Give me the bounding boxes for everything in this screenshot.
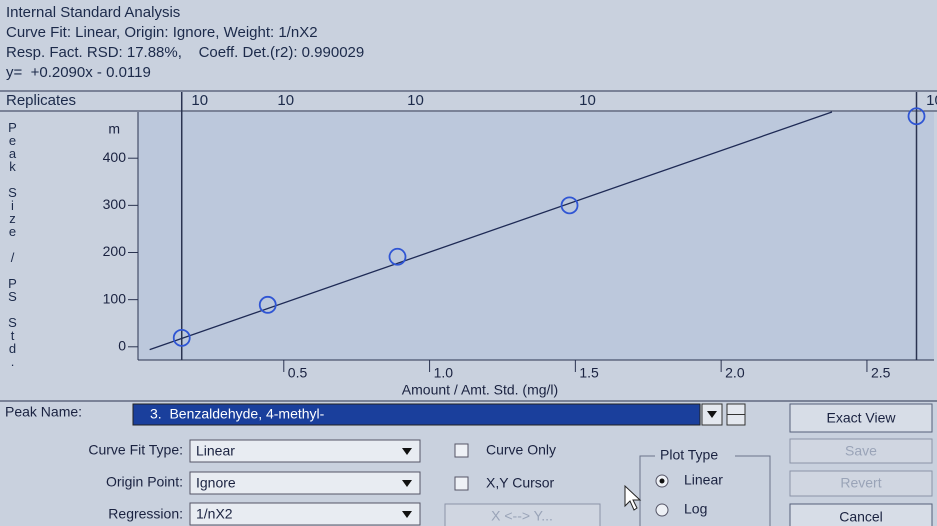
replicates-label: Replicates [6, 92, 76, 109]
radio-label: Linear [684, 472, 723, 488]
combo-arrows [402, 448, 412, 518]
replicate-count: 10 [926, 92, 937, 109]
replicate-count: 10 [191, 92, 208, 109]
checkbox[interactable] [454, 443, 469, 458]
arrow-icon [707, 411, 717, 418]
checkbox[interactable] [454, 476, 469, 491]
checkbox-label: X,Y Cursor [486, 475, 555, 491]
data-point [172, 328, 191, 347]
button[interactable] [789, 470, 933, 497]
swap-button[interactable] [444, 503, 601, 526]
field-label: Curve Fit Type: [88, 442, 183, 458]
group-label: Plot Type [660, 447, 718, 463]
title: Internal Standard Analysis [6, 4, 180, 21]
y-tick-label: 200 [103, 243, 127, 259]
data-point [560, 196, 579, 215]
data-point [258, 295, 277, 314]
arrow-icon [402, 448, 412, 518]
button-label: Save [845, 443, 877, 459]
combo-box[interactable] [189, 502, 421, 526]
peak-name-label: Peak Name: [5, 404, 82, 420]
field-label: Regression: [108, 506, 183, 522]
replicate-count: 10 [579, 92, 596, 109]
x-tick-label: 1.0 [434, 365, 454, 381]
peak-name-select[interactable] [132, 403, 701, 426]
x-axis-label: Amount / Amt. Std. (mg/l) [402, 382, 558, 398]
button-label: Revert [840, 475, 881, 491]
field-label: Origin Point: [106, 474, 183, 490]
mouse-cursor [624, 484, 642, 511]
y-tick-label: 0 [118, 338, 126, 354]
checkbox-label: Curve Only [486, 442, 556, 458]
x-tick-label: 1.5 [579, 365, 599, 381]
field-value: 1/nX2 [196, 506, 233, 522]
combo-box[interactable] [189, 471, 421, 495]
button-label: Cancel [839, 509, 883, 525]
replicate-count: 10 [407, 92, 424, 109]
button[interactable] [789, 403, 933, 433]
data-point [907, 107, 926, 126]
button[interactable] [789, 438, 933, 464]
equation: y= +0.2090x - 0.0119 [6, 64, 151, 81]
y-unit: m [108, 121, 120, 137]
y-tick-label: 300 [103, 196, 127, 212]
combo-box[interactable] [189, 439, 421, 463]
field-value: Linear [196, 443, 235, 459]
data-point [388, 247, 407, 266]
button-label: Exact View [827, 410, 897, 426]
y-axis-label: Peak Size / PS Std. [5, 120, 20, 367]
stats-info: Resp. Fact. RSD: 17.88%, Coeff. Det.(r2)… [6, 44, 364, 61]
y-tick-label: 100 [103, 290, 127, 306]
curve-fit-info: Curve Fit: Linear, Origin: Ignore, Weigh… [6, 24, 318, 41]
group-box-gap [655, 447, 735, 463]
x-tick-label: 2.5 [871, 365, 891, 381]
radio-label: Log [684, 501, 707, 517]
swap-button-label: X <--> Y... [491, 508, 553, 524]
field-value: Ignore [196, 475, 236, 491]
button[interactable] [789, 503, 933, 526]
plot-area [138, 112, 934, 360]
radio-dot [659, 478, 665, 484]
radio[interactable] [655, 503, 669, 517]
y-tick-label: 400 [103, 149, 127, 165]
fit-line [149, 111, 833, 351]
x-tick-label: 0.5 [288, 365, 308, 381]
replicate-count: 10 [277, 92, 294, 109]
peak-name-value: 3. Benzaldehyde, 4-methyl- [150, 406, 325, 422]
x-tick-label: 2.0 [725, 365, 745, 381]
